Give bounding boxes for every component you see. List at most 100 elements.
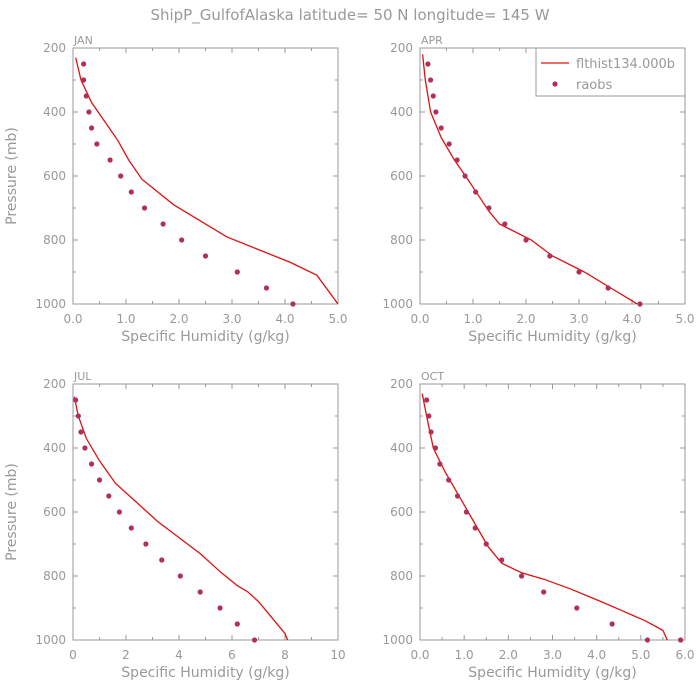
obs-marker <box>547 253 553 259</box>
obs-marker <box>446 477 452 483</box>
x-tick-label: 4.0 <box>622 312 641 326</box>
obs-marker <box>234 621 240 627</box>
x-tick-label: 3.0 <box>222 312 241 326</box>
x-tick-label: 2.0 <box>516 312 535 326</box>
panel-jan: JAN 0.0 1.0 2.0 3.0 4.0 5.0 200 400 600 800 1000 Spe… <box>4 34 348 345</box>
obs-marker <box>177 573 183 579</box>
obs-marker <box>128 525 134 531</box>
panel-label: JUL <box>73 370 92 383</box>
obs-marker <box>425 61 431 67</box>
obs-marker <box>677 637 684 643</box>
obs-marker <box>107 157 113 163</box>
y-tick-label: 200 <box>390 41 413 55</box>
obs-marker <box>94 141 100 147</box>
y-axis-label: Pressure (mb) <box>4 127 20 225</box>
x-tick-label: 4.0 <box>587 648 606 662</box>
x-tick-label: 6 <box>228 648 236 662</box>
obs-marker <box>217 605 223 611</box>
panel-label: OCT <box>421 370 444 383</box>
model-line <box>75 57 338 304</box>
x-tick-label: 2 <box>122 648 130 662</box>
obs-marker <box>499 557 505 563</box>
x-tick-label: 3.0 <box>569 312 588 326</box>
x-tick-label: 3.0 <box>543 648 562 662</box>
obs-marker <box>78 429 84 435</box>
obs-marker <box>428 77 434 83</box>
obs-marker <box>141 205 148 211</box>
obs-marker <box>81 77 87 83</box>
obs-marker <box>290 301 296 307</box>
obs-marker <box>116 509 122 515</box>
obs-marker <box>73 397 79 403</box>
legend-model-label: flthist134.000b <box>576 57 675 72</box>
plot-frame <box>72 383 339 641</box>
obs-marker <box>81 61 87 67</box>
obs-marker <box>426 413 432 419</box>
x-tick-label: 5.0 <box>631 648 650 662</box>
x-tick-label: 0.0 <box>410 312 429 326</box>
obs-marker <box>234 269 240 275</box>
obs-marker <box>462 173 468 179</box>
obs-marker <box>518 573 525 579</box>
obs-marker <box>428 429 434 435</box>
obs-marker <box>637 301 643 307</box>
y-tick-label: 600 <box>43 505 66 519</box>
x-tick-label: 0.0 <box>410 648 429 662</box>
y-tick-label: 600 <box>43 169 66 183</box>
x-tick-label: 1.0 <box>455 648 474 662</box>
legend-obs-label: raobs <box>576 78 613 93</box>
legend-marker-swatch <box>552 81 558 87</box>
obs-marker <box>454 493 461 499</box>
obs-marker <box>576 269 582 275</box>
model-line <box>73 396 289 640</box>
obs-marker <box>83 93 89 99</box>
x-tick-label: 10 <box>330 648 345 662</box>
legend-box <box>535 47 686 97</box>
y-tick-label: 1000 <box>382 297 413 311</box>
obs-marker <box>88 461 95 467</box>
x-tick-label: 2.0 <box>499 648 518 662</box>
obs-marker <box>197 589 203 595</box>
obs-marker <box>472 525 478 531</box>
x-tick-label: 8 <box>281 648 289 662</box>
obs-marker <box>432 445 439 451</box>
obs-marker <box>424 397 430 403</box>
y-tick-label: 1000 <box>382 633 413 647</box>
obs-marker <box>75 413 81 419</box>
x-tick-label: 6.0 <box>675 648 694 662</box>
y-tick-label: 200 <box>390 377 413 391</box>
obs-marker <box>433 109 439 115</box>
obs-marker <box>143 541 149 547</box>
x-tick-label: 4.0 <box>275 312 294 326</box>
model-line <box>421 393 668 640</box>
model-line <box>421 54 638 304</box>
obs-marker <box>609 621 615 627</box>
obs-marker <box>82 445 88 451</box>
y-tick-label: 800 <box>43 569 66 583</box>
x-axis-label: Specific Humidity (g/kg) <box>468 665 636 681</box>
panels: JAN 0.0 1.0 2.0 3.0 4.0 5.0 200 400 600 800 1000 Spe… <box>4 34 695 681</box>
x-tick-label: 1.0 <box>116 312 135 326</box>
y-tick-label: 800 <box>43 233 66 247</box>
obs-marker <box>502 221 508 227</box>
obs-marker <box>483 541 489 547</box>
obs-marker <box>159 557 165 563</box>
y-tick-label: 400 <box>390 105 413 119</box>
y-tick-label: 400 <box>390 441 413 455</box>
obs-marker <box>263 285 270 291</box>
obs-marker <box>437 461 443 467</box>
figure-title: ShipP_GulfofAlaska latitude= 50 N longit… <box>150 6 549 25</box>
obs-marker <box>430 93 436 99</box>
obs-marker <box>86 109 92 115</box>
obs-marker <box>128 189 134 195</box>
obs-marker <box>106 493 112 499</box>
obs-marker <box>118 173 124 179</box>
obs-marker <box>438 125 444 131</box>
y-tick-label: 400 <box>43 105 66 119</box>
y-tick-label: 600 <box>390 505 413 519</box>
obs-marker <box>446 141 452 147</box>
y-tick-label: 800 <box>390 233 413 247</box>
plot-frame <box>419 383 686 641</box>
obs-marker <box>473 189 479 195</box>
y-tick-label: 400 <box>43 441 66 455</box>
